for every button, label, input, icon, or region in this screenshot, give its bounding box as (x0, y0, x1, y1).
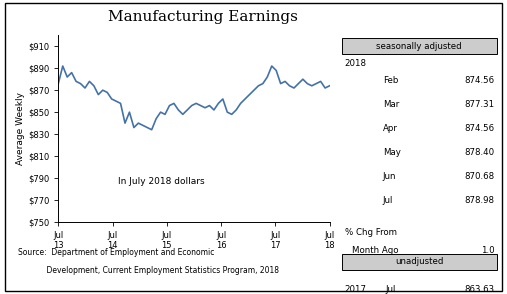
Text: 878.40: 878.40 (464, 148, 494, 157)
Text: Development, Current Employment Statistics Program, 2018: Development, Current Employment Statisti… (18, 266, 279, 275)
Y-axis label: Average Weekly: Average Weekly (16, 92, 25, 165)
Text: 2018: 2018 (345, 59, 367, 68)
Text: Month Ago: Month Ago (352, 246, 399, 255)
Text: % Chg From: % Chg From (345, 228, 397, 237)
Text: 874.56: 874.56 (464, 76, 494, 85)
Text: Manufacturing Earnings: Manufacturing Earnings (108, 10, 298, 24)
Text: seasonally adjusted: seasonally adjusted (377, 42, 462, 51)
Text: Feb: Feb (383, 76, 398, 85)
Text: unadjusted: unadjusted (395, 258, 444, 266)
Text: 2017: 2017 (345, 285, 367, 294)
Text: In July 2018 dollars: In July 2018 dollars (118, 177, 205, 186)
Text: 1.0: 1.0 (481, 246, 494, 255)
Text: 870.68: 870.68 (464, 172, 494, 181)
Text: Mar: Mar (383, 100, 399, 109)
Text: 878.98: 878.98 (464, 196, 494, 205)
Text: 874.56: 874.56 (464, 124, 494, 133)
Text: 863.63: 863.63 (464, 285, 494, 294)
Text: 877.31: 877.31 (464, 100, 494, 109)
Text: Jul: Jul (383, 196, 393, 205)
Text: Apr: Apr (383, 124, 397, 133)
Text: Jul: Jul (385, 285, 395, 294)
Text: Jun: Jun (383, 172, 396, 181)
Text: Source:  Department of Employment and Economic: Source: Department of Employment and Eco… (18, 248, 214, 258)
Text: May: May (383, 148, 401, 157)
